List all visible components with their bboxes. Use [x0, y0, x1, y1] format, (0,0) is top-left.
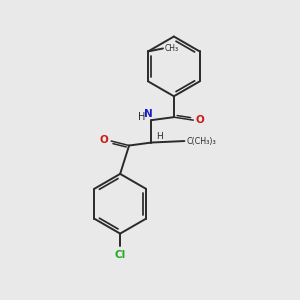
Text: H: H: [157, 132, 163, 141]
Text: CH₃: CH₃: [164, 44, 178, 53]
Text: N: N: [144, 109, 153, 118]
Text: Cl: Cl: [115, 250, 126, 260]
Text: C(CH₃)₃: C(CH₃)₃: [187, 136, 217, 146]
Text: O: O: [99, 134, 108, 145]
Text: O: O: [196, 115, 204, 125]
Text: H: H: [138, 112, 146, 122]
